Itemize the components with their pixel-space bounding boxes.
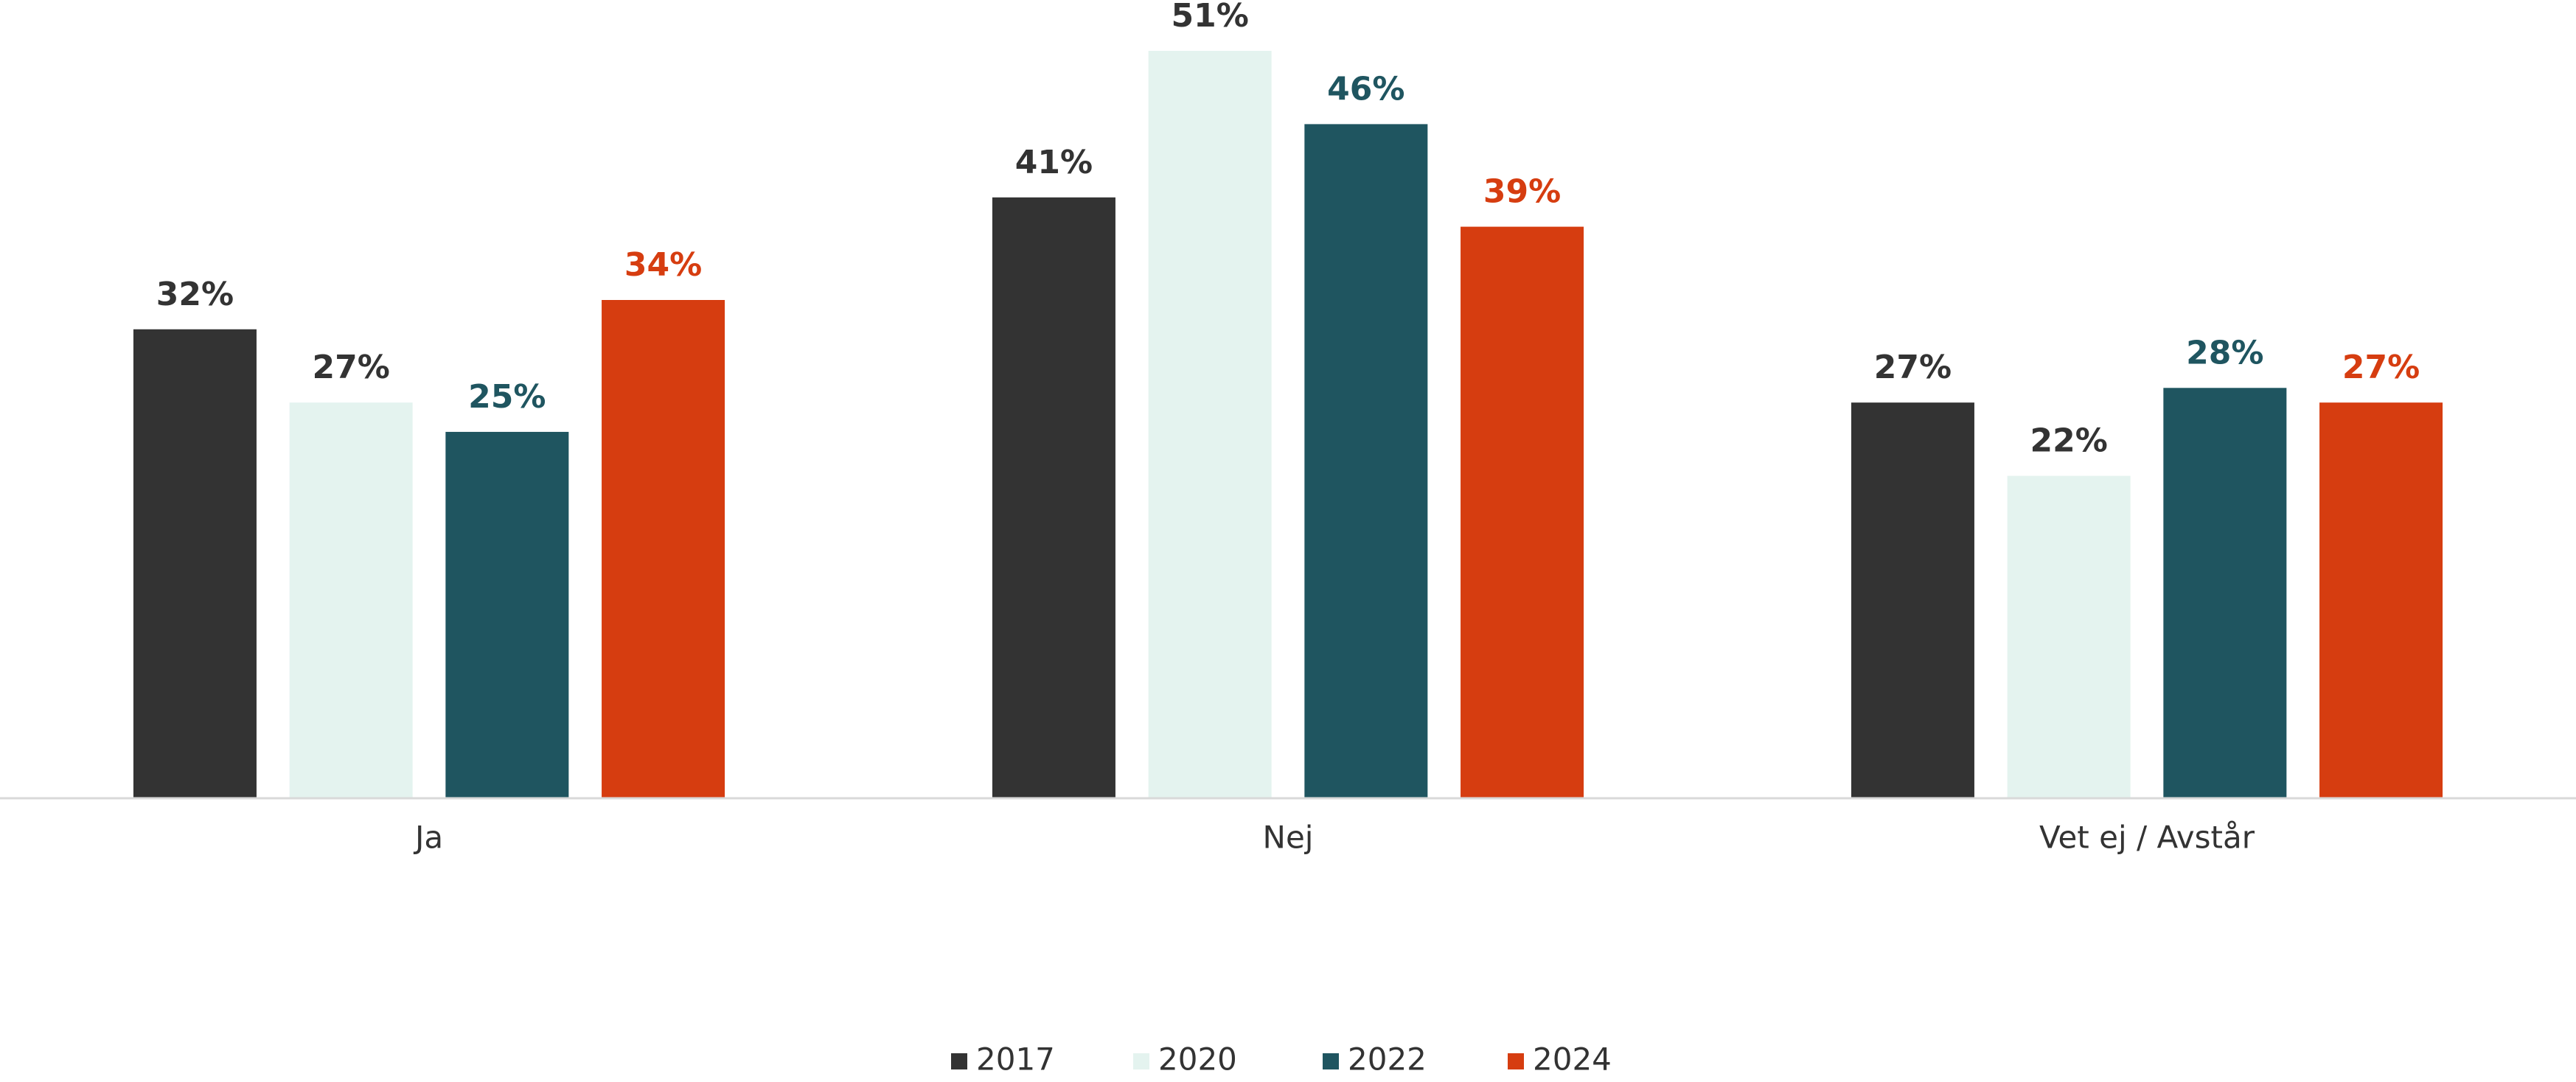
- legend-label: 2022: [1348, 1041, 1427, 1078]
- value-label: 28%: [2186, 334, 2263, 371]
- legend-label: 2020: [1158, 1041, 1237, 1078]
- value-label: 27%: [1874, 349, 1952, 386]
- value-label: 32%: [156, 276, 234, 313]
- bar: [289, 402, 413, 798]
- bar: [1461, 226, 1584, 798]
- value-label: 51%: [1171, 0, 1248, 35]
- bar: [2163, 388, 2287, 798]
- x-tick-label: Vet ej / Avstår: [2039, 820, 2255, 856]
- x-tick-label: Ja: [413, 820, 443, 856]
- bar: [602, 300, 725, 798]
- bar: [2007, 475, 2131, 798]
- bar: [992, 197, 1115, 799]
- bar: [1851, 402, 1974, 798]
- legend-label: 2017: [976, 1041, 1055, 1078]
- bar: [1148, 51, 1272, 798]
- legend-swatch: [1323, 1053, 1339, 1069]
- bar: [133, 329, 257, 798]
- bar: [1304, 124, 1428, 799]
- legend-swatch: [951, 1053, 967, 1069]
- value-label: 46%: [1327, 70, 1404, 108]
- value-label: 27%: [2342, 349, 2420, 386]
- value-label: 39%: [1483, 173, 1561, 211]
- value-label: 22%: [2030, 422, 2107, 460]
- value-label: 34%: [624, 246, 702, 284]
- bar: [2319, 402, 2443, 798]
- value-label: 25%: [468, 378, 546, 416]
- legend-swatch: [1133, 1053, 1149, 1069]
- bar: [445, 431, 569, 798]
- legend-label: 2024: [1533, 1041, 1612, 1078]
- value-label: 41%: [1015, 144, 1093, 181]
- x-tick-label: Nej: [1263, 820, 1314, 856]
- value-label: 27%: [312, 349, 389, 386]
- legend-swatch: [1508, 1053, 1524, 1069]
